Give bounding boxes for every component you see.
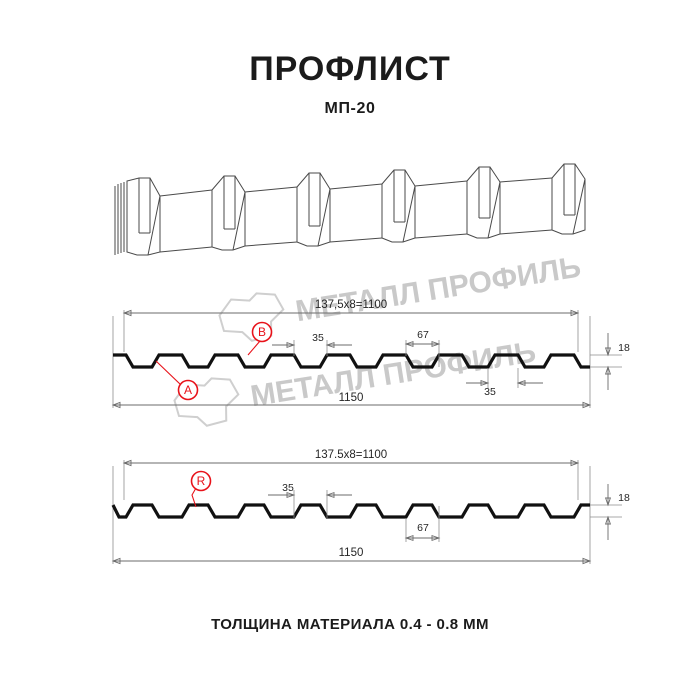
marker-r-label: R bbox=[197, 474, 206, 488]
isometric-corrugated-sheet bbox=[114, 163, 586, 256]
dim-bottom-a: 1150 bbox=[339, 392, 364, 404]
marker-a-circle bbox=[177, 379, 199, 401]
dim-height-b: 18 bbox=[618, 492, 630, 504]
dim-top-b: 137.5x8=1100 bbox=[315, 449, 387, 461]
dim-bottom-b: 1150 bbox=[339, 547, 364, 559]
page-title: ПРОФЛИСТ bbox=[249, 50, 451, 88]
marker-b-circle bbox=[251, 321, 273, 343]
dim-rib-base-b: 67 bbox=[417, 522, 429, 534]
dim-rib-bottom-a: 35 bbox=[484, 386, 496, 398]
marker-b-label: B bbox=[258, 325, 266, 339]
dim-rib-base-a: 67 bbox=[417, 329, 429, 341]
profile-section-top: 137,5x8=1100 1150 35 67 bbox=[111, 299, 630, 409]
marker-r-circle bbox=[190, 470, 212, 492]
dim-rib-top-a: 35 bbox=[312, 332, 324, 344]
dim-top-a: 137,5x8=1100 bbox=[315, 299, 387, 311]
model-subtitle: МП-20 bbox=[324, 99, 376, 117]
profile-section-bottom: 137.5x8=1100 1150 35 67 bbox=[111, 449, 630, 565]
dim-rib-top-b: 35 bbox=[282, 482, 294, 494]
title-block: ПРОФЛИСТ МП-20 bbox=[0, 50, 700, 118]
dim-height-a: 18 bbox=[618, 342, 630, 354]
watermark-text-lower: МЕТАЛЛ ПРОФИЛЬ bbox=[248, 336, 538, 414]
watermark-lower: МЕТАЛЛ ПРОФИЛЬ bbox=[173, 336, 538, 427]
watermark-text-upper: МЕТАЛЛ ПРОФИЛЬ bbox=[293, 251, 583, 329]
material-thickness-note: ТОЛЩИНА МАТЕРИАЛА 0.4 - 0.8 ММ bbox=[211, 616, 489, 633]
marker-a-label: A bbox=[184, 383, 192, 397]
